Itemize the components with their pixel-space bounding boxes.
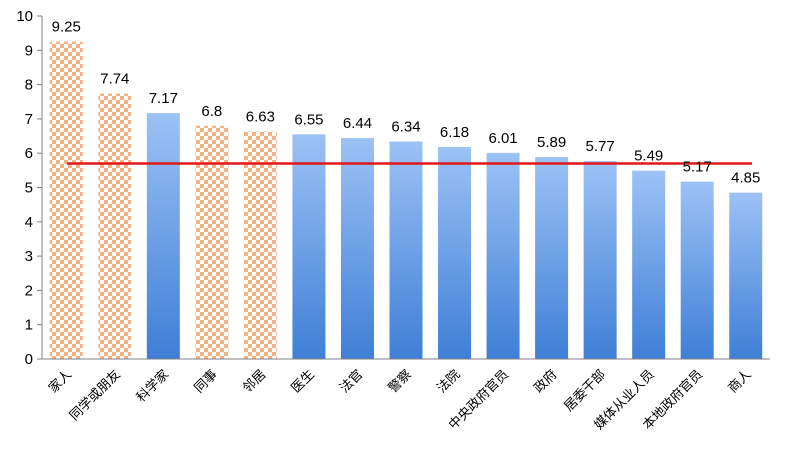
x-category-label-14: 商人 (726, 367, 755, 396)
value-label-10: 5.89 (537, 134, 566, 151)
bar-7 (389, 141, 423, 359)
value-label-0: 9.25 (52, 19, 81, 36)
y-tick-label: 5 (25, 180, 33, 197)
value-label-14: 4.85 (731, 170, 760, 187)
x-category-label-8: 法院 (434, 367, 463, 396)
x-category-label-5: 医生 (289, 367, 318, 396)
x-category-label-3: 同事 (192, 367, 221, 396)
y-tick-label: 3 (25, 248, 33, 265)
y-tick-label: 10 (16, 8, 33, 25)
y-tick-label: 2 (25, 282, 33, 299)
x-category-label-2: 科学家 (133, 367, 172, 406)
bar-8 (438, 147, 472, 359)
value-label-7: 6.34 (391, 119, 420, 136)
x-category-label-10: 政府 (531, 367, 560, 396)
bar-12 (632, 170, 666, 359)
x-category-label-11: 居委干部 (562, 367, 609, 414)
y-tick-label: 9 (25, 42, 33, 59)
bar-2 (146, 113, 180, 359)
bar-0 (49, 41, 83, 359)
bar-9 (486, 152, 520, 359)
y-tick-label: 1 (25, 317, 33, 334)
x-category-label-0: 家人 (45, 367, 75, 397)
bar-13 (680, 181, 714, 359)
value-label-9: 6.01 (488, 130, 517, 147)
value-label-11: 5.77 (586, 138, 615, 155)
y-tick-label: 7 (25, 111, 33, 128)
bar-4 (243, 131, 277, 359)
bars (49, 41, 763, 359)
y-tick-label: 0 (25, 351, 33, 368)
value-label-2: 7.17 (149, 90, 178, 107)
value-label-6: 6.44 (343, 115, 372, 132)
bar-3 (195, 125, 229, 359)
x-category-label-4: 邻居 (240, 367, 269, 396)
y-tick-label: 4 (25, 214, 33, 231)
value-label-1: 7.74 (100, 71, 129, 88)
value-label-13: 5.17 (683, 159, 712, 176)
bar-10 (535, 156, 569, 359)
data-labels: 9.25 7.74 7.17 6.8 6.63 6.55 6.44 6.34 6.18 6.01 5… (52, 19, 761, 187)
x-category-label-1: 同学或朋友 (66, 367, 123, 424)
y-tick-label: 8 (25, 77, 33, 94)
x-category-label-6: 法官 (337, 367, 367, 397)
y-tick-label: 6 (25, 145, 33, 162)
bar-5 (292, 134, 326, 359)
x-category-label-7: 警察 (385, 367, 415, 397)
y-axis: 0 1 2 3 4 5 6 7 8 9 10 (16, 8, 43, 368)
bar-1 (98, 93, 132, 359)
value-label-3: 6.8 (201, 103, 222, 120)
value-label-4: 6.63 (246, 109, 275, 126)
value-label-12: 5.49 (634, 148, 663, 165)
bar-14 (729, 192, 763, 359)
value-label-8: 6.18 (440, 124, 469, 141)
value-label-5: 6.55 (294, 111, 323, 128)
bar-11 (583, 161, 617, 359)
bar-6 (340, 138, 374, 359)
